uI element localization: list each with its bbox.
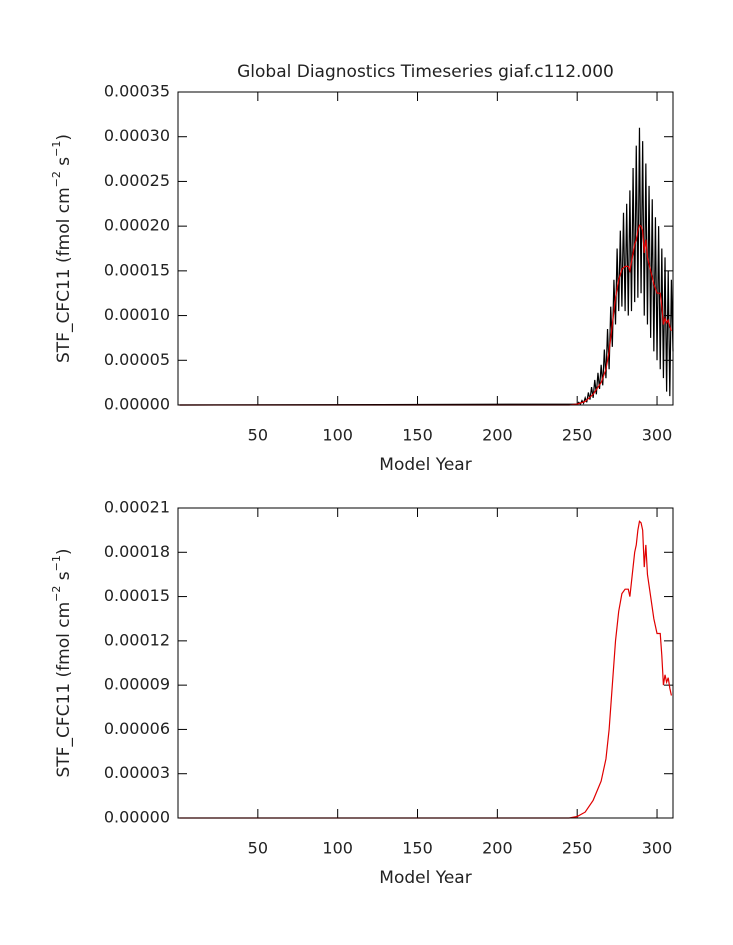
y-tick-label: 0.00009 xyxy=(104,675,170,694)
y-tick-label: 0.00006 xyxy=(104,719,170,738)
data-line xyxy=(179,127,674,406)
x-tick-label: 150 xyxy=(402,839,433,858)
y-tick-label: 0.00018 xyxy=(104,542,170,561)
x-tick-label: 300 xyxy=(642,839,673,858)
x-tick-label: 250 xyxy=(562,839,593,858)
y-label-superscript: −1 xyxy=(50,141,63,157)
y-tick-label: 0.00015 xyxy=(104,260,170,279)
x-tick-label: 100 xyxy=(322,426,353,445)
x-tick-label: 100 xyxy=(322,839,353,858)
y-tick-label: 0.00030 xyxy=(104,126,170,145)
y-label-superscript: −2 xyxy=(50,586,63,602)
y-label-text: ) xyxy=(54,549,74,556)
y-label-superscript: −1 xyxy=(50,555,63,571)
y-axis-label: STF_CFC11 (fmol cm−2 s−1) xyxy=(50,134,74,363)
y-label-text: s xyxy=(54,571,74,585)
y-tick-label: 0.00012 xyxy=(104,630,170,649)
y-tick-label: 0.00021 xyxy=(104,498,170,517)
y-axis-label: STF_CFC11 (fmol cm−2 s−1) xyxy=(50,549,74,778)
y-label-text: STF_CFC11 (fmol cm xyxy=(54,187,74,363)
data-line xyxy=(179,520,672,819)
data-line xyxy=(179,224,672,406)
x-tick-label: 150 xyxy=(402,426,433,445)
y-tick-label: 0.00025 xyxy=(104,171,170,190)
x-axis-label: Model Year xyxy=(379,455,471,475)
x-tick-label: 50 xyxy=(248,839,268,858)
y-tick-label: 0.00015 xyxy=(104,586,170,605)
y-tick-label: 0.00000 xyxy=(104,395,170,414)
y-label-superscript: −2 xyxy=(50,171,63,187)
y-label-text: ) xyxy=(54,134,74,141)
y-tick-label: 0.00035 xyxy=(104,82,170,101)
y-label-text: s xyxy=(54,157,74,171)
plot-frame xyxy=(177,507,674,819)
chart-title: Global Diagnostics Timeseries giaf.c112.… xyxy=(237,62,614,82)
y-tick-label: 0.00005 xyxy=(104,350,170,369)
x-tick-label: 200 xyxy=(482,839,513,858)
x-tick-label: 200 xyxy=(482,426,513,445)
plot-frame xyxy=(177,91,674,406)
x-axis-label: Model Year xyxy=(379,868,471,888)
y-tick-label: 0.00003 xyxy=(104,763,170,782)
y-tick-label: 0.00010 xyxy=(104,305,170,324)
y-tick-label: 0.00020 xyxy=(104,216,170,235)
x-tick-label: 300 xyxy=(642,426,673,445)
x-tick-label: 250 xyxy=(562,426,593,445)
y-tick-label: 0.00000 xyxy=(104,808,170,827)
x-tick-label: 50 xyxy=(248,426,268,445)
y-label-text: STF_CFC11 (fmol cm xyxy=(54,602,74,778)
